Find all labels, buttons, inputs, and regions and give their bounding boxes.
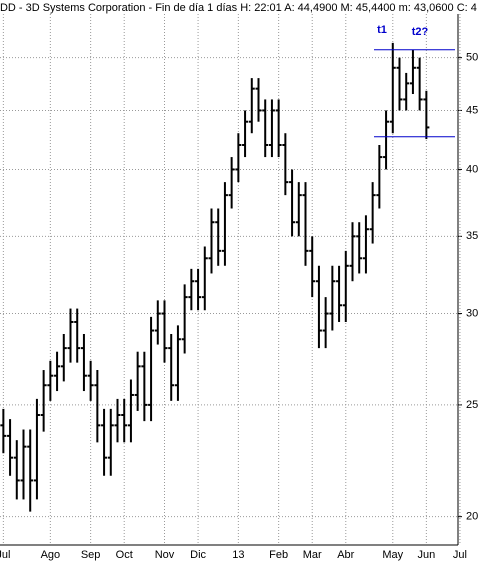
x-tick-label: Abr <box>337 549 354 561</box>
x-tick-label: Sep <box>81 549 101 561</box>
x-tick-label: Feb <box>269 549 288 561</box>
plot: 20 25 30 35 40 45 50 Jul Ago Sep Oct Nov Dic 13 Feb Mar… <box>0 14 478 561</box>
x-tick-label: Ago <box>41 549 61 561</box>
y-tick-label: 45 <box>466 104 478 116</box>
x-tick-label: Mar <box>303 549 322 561</box>
x-tick-label: 13 <box>232 549 244 561</box>
x-tick-label: Oct <box>116 549 133 561</box>
x-tick-label: May <box>382 549 403 561</box>
x-tick-label: Jun <box>417 549 435 561</box>
chart-title: DDD - 3D Systems Corporation - Fin de dí… <box>0 2 477 14</box>
y-tick-label: 50 <box>466 52 478 64</box>
y-tick-label: 35 <box>466 230 478 242</box>
annotation: t2? <box>412 26 429 38</box>
x-tick-label: Jul <box>0 549 10 561</box>
annotation: t1 <box>377 24 387 36</box>
title-box <box>0 0 487 14</box>
y-tick-label: 40 <box>466 163 478 175</box>
x-tick-label: Nov <box>155 549 175 561</box>
y-tick-label: 30 <box>466 307 478 319</box>
x-tick-label: Jul <box>453 549 467 561</box>
x-tick-label: Dic <box>190 549 206 561</box>
y-tick-label: 25 <box>466 399 478 411</box>
y-tick-label: 20 <box>466 511 478 523</box>
